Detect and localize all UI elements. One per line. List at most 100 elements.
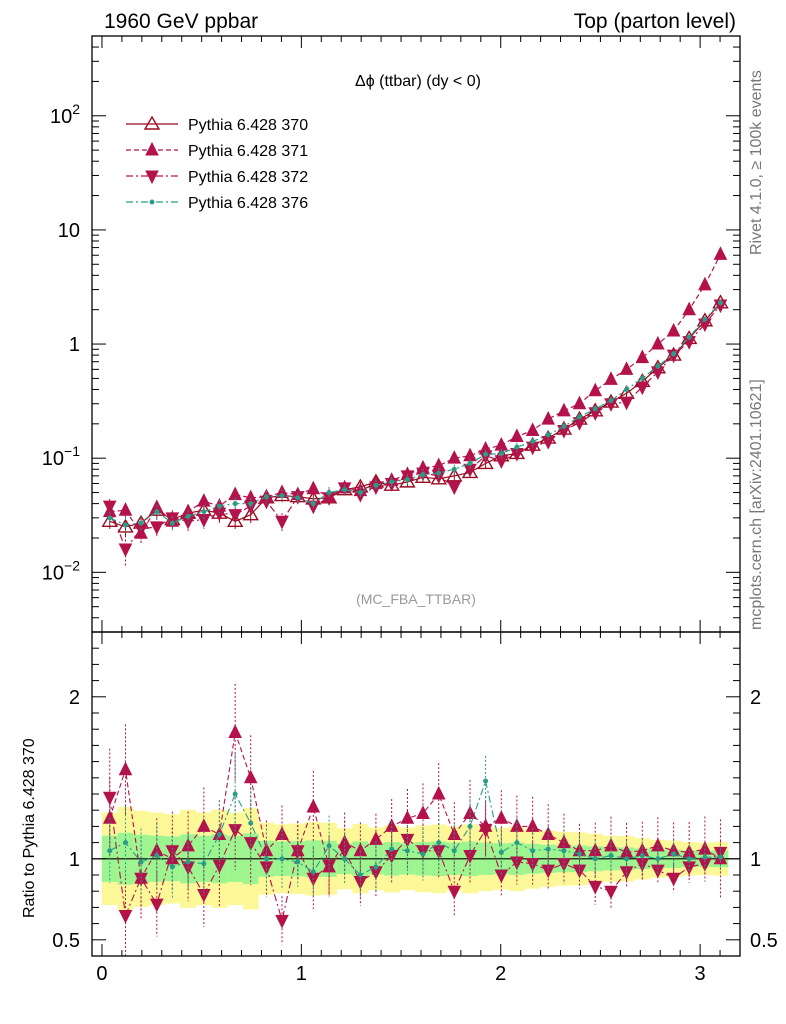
ratio-point bbox=[671, 851, 677, 857]
ratio-y-label: Ratio to Pythia 6.428 370 bbox=[21, 738, 38, 918]
ratio-point bbox=[342, 856, 348, 862]
data-point bbox=[713, 299, 728, 314]
x-tick-label: 0 bbox=[96, 963, 107, 985]
legend-marker bbox=[145, 170, 159, 185]
ratio-point bbox=[447, 885, 462, 900]
data-point bbox=[414, 468, 432, 484]
legend: Pythia 6.428 370 Pythia 6.428 371 Pythia 6… bbox=[126, 115, 308, 212]
ratio-point bbox=[436, 840, 442, 846]
x-tick-label: 3 bbox=[695, 963, 706, 985]
main-series bbox=[101, 246, 729, 568]
ratio-point bbox=[149, 898, 164, 913]
data-point bbox=[451, 466, 457, 472]
ratio-point bbox=[467, 823, 473, 829]
ratio-point bbox=[118, 761, 133, 776]
y-tick-label: 10−2 bbox=[42, 557, 80, 584]
data-point bbox=[201, 509, 207, 515]
site-label: mcplots.cern.ch [arXiv:2401.10621] bbox=[748, 379, 765, 630]
legend-label: Pythia 6.428 376 bbox=[188, 195, 308, 212]
data-point bbox=[639, 375, 645, 381]
data-point bbox=[651, 335, 665, 350]
ratio-point bbox=[369, 831, 383, 845]
ratio-line bbox=[109, 797, 721, 921]
data-point bbox=[608, 398, 614, 404]
data-point bbox=[295, 495, 301, 501]
ratio-point bbox=[263, 856, 269, 862]
data-point bbox=[686, 334, 692, 340]
legend-marker bbox=[149, 199, 155, 205]
header-right: Top (parton level) bbox=[574, 10, 736, 33]
ratio-point bbox=[483, 778, 489, 784]
data-point bbox=[400, 470, 415, 484]
data-point bbox=[541, 410, 556, 425]
data-point bbox=[467, 460, 473, 466]
data-point bbox=[447, 450, 462, 464]
ratio-y-tick-label-right: 0.5 bbox=[750, 930, 778, 952]
ratio-point bbox=[138, 859, 144, 865]
data-point bbox=[655, 363, 661, 369]
data-point bbox=[389, 479, 395, 485]
data-point bbox=[682, 301, 696, 316]
ratio-point bbox=[592, 856, 598, 862]
series-line bbox=[109, 302, 721, 528]
data-point bbox=[588, 382, 603, 397]
data-point bbox=[572, 395, 587, 410]
data-point bbox=[557, 402, 571, 417]
data-point bbox=[561, 423, 567, 429]
ratio-y-tick-label: 2 bbox=[69, 687, 80, 709]
legend-entry-2: Pythia 6.428 372 bbox=[126, 169, 308, 186]
data-point bbox=[619, 361, 634, 375]
data-point bbox=[498, 450, 504, 456]
data-point bbox=[624, 386, 630, 392]
chart-title: Δϕ (ttbar) (dy < 0) bbox=[355, 73, 481, 90]
ratio-point bbox=[416, 805, 430, 819]
ratio-point bbox=[514, 840, 520, 846]
data-point bbox=[232, 501, 238, 507]
ratio-point bbox=[545, 846, 551, 852]
ratio-y-tick-label-right: 2 bbox=[750, 687, 761, 709]
ratio-point bbox=[373, 864, 379, 870]
data-point bbox=[165, 512, 180, 526]
ratio-y-tick-label: 0.5 bbox=[52, 930, 80, 952]
data-point bbox=[306, 480, 321, 495]
data-point bbox=[494, 437, 509, 451]
ratio-point bbox=[576, 851, 582, 857]
data-point bbox=[399, 473, 416, 488]
data-point bbox=[671, 351, 677, 357]
ratio-y-tick-label: 1 bbox=[69, 849, 80, 871]
ratio-point bbox=[310, 869, 316, 875]
ratio-point bbox=[107, 848, 113, 854]
data-point bbox=[404, 477, 410, 483]
legend-label: Pythia 6.428 370 bbox=[188, 117, 308, 134]
data-point bbox=[436, 470, 442, 476]
ratio-line bbox=[109, 732, 721, 880]
ratio-point bbox=[216, 832, 222, 837]
ratio-point bbox=[154, 853, 160, 859]
legend-entry-1: Pythia 6.428 371 bbox=[126, 141, 308, 160]
series-line bbox=[109, 302, 721, 526]
axes: 0 1 2 3 10−2 10−1 1 10 102 0.5 0.5 1 1 2 2 bbox=[42, 35, 778, 985]
ratio-point bbox=[279, 856, 285, 862]
data-point bbox=[107, 515, 113, 521]
header-left: 1960 GeV ppbar bbox=[104, 10, 258, 33]
ratio-point bbox=[702, 854, 708, 860]
data-point bbox=[525, 422, 540, 436]
data-point bbox=[169, 520, 175, 526]
data-point bbox=[635, 349, 650, 364]
data-point bbox=[420, 471, 426, 477]
data-point bbox=[666, 322, 681, 337]
data-point bbox=[154, 509, 160, 515]
ratio-point bbox=[530, 848, 536, 854]
series-line bbox=[109, 304, 721, 551]
ratio-point bbox=[357, 872, 363, 878]
ratio-point bbox=[717, 854, 723, 860]
ratio-point bbox=[232, 791, 238, 797]
y-tick-label: 10 bbox=[58, 220, 80, 242]
legend-entry-0: Pythia 6.428 370 bbox=[126, 115, 308, 134]
ratio-series-2 bbox=[107, 753, 723, 900]
data-point bbox=[263, 494, 269, 500]
ratio-point bbox=[431, 785, 446, 800]
data-point bbox=[149, 521, 164, 536]
ratio-point bbox=[185, 859, 191, 865]
ratio-point bbox=[420, 851, 426, 857]
